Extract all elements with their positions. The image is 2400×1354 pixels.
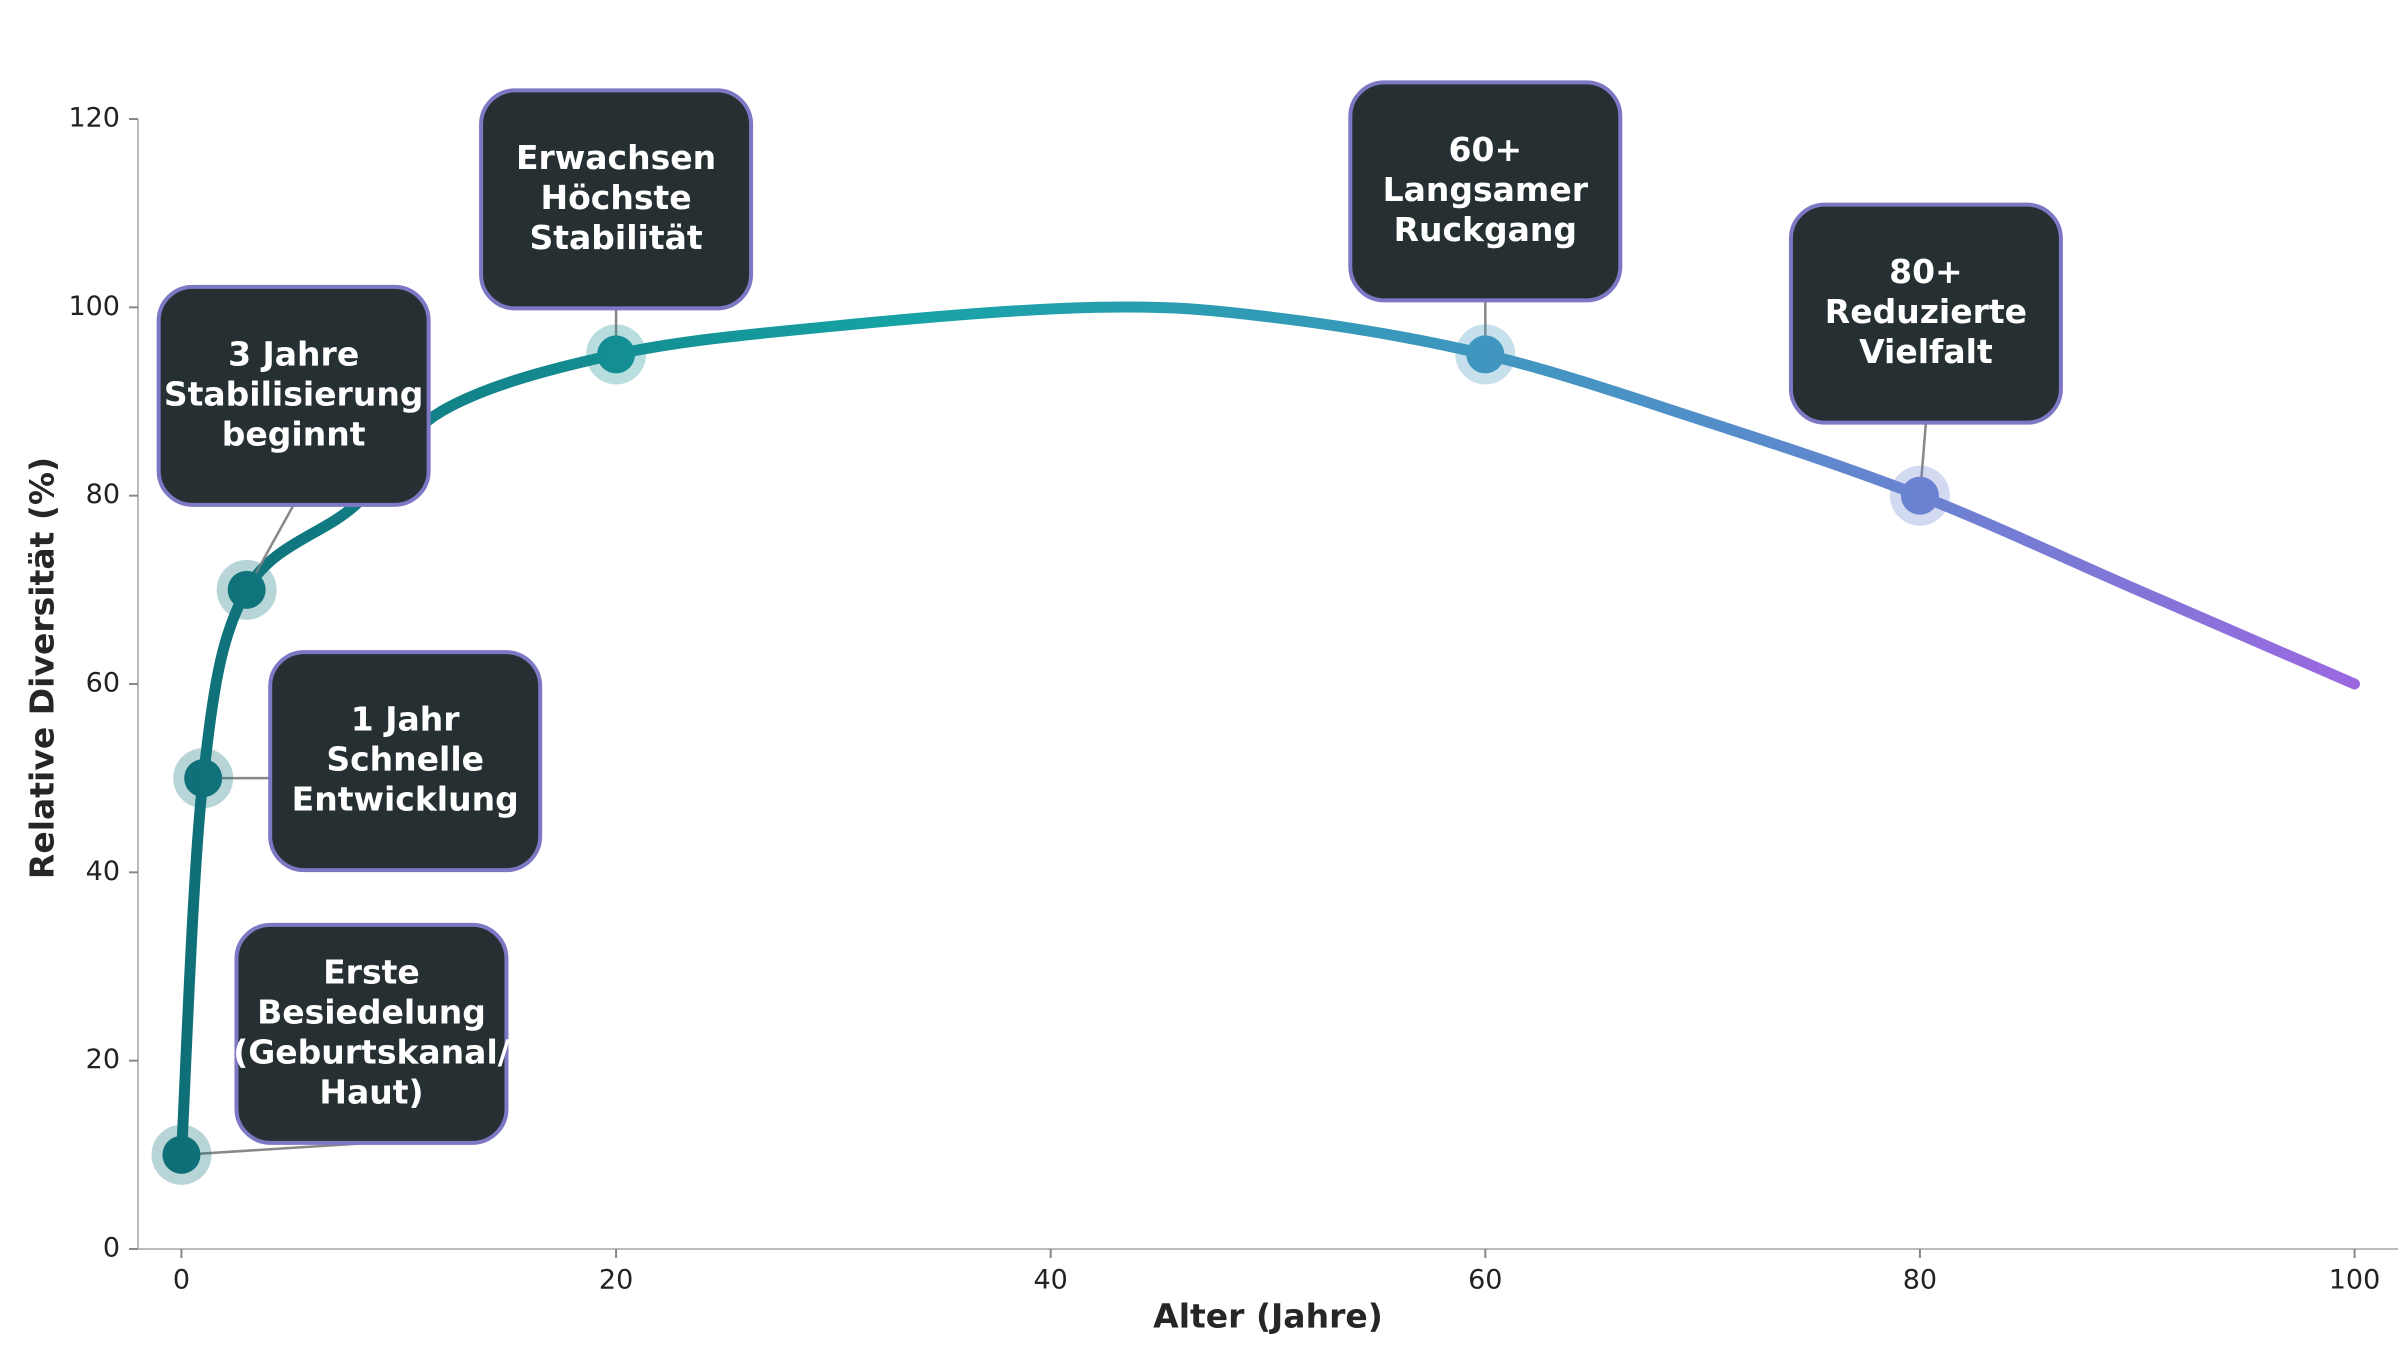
annotation-box [1788, 202, 2063, 425]
annotation-text: Besiedelung [257, 992, 486, 1031]
annotation-text: Entwicklung [292, 780, 519, 819]
marker [162, 1135, 201, 1174]
annotation-box [156, 284, 431, 507]
y-tick-label: 0 [103, 1233, 120, 1264]
marker [1900, 476, 1939, 515]
y-tick-label: 60 [86, 668, 120, 699]
annotation-box [234, 922, 509, 1145]
annotation-text: Haut) [319, 1072, 423, 1111]
marker [227, 570, 266, 609]
annotation-text: Stabilität [529, 218, 702, 257]
x-tick-label: 20 [599, 1265, 633, 1296]
x-tick-label: 60 [1468, 1265, 1502, 1296]
annotation-text: 1 Jahr [351, 700, 460, 739]
x-tick-label: 0 [173, 1265, 190, 1296]
annotation-text: Vielfalt [1859, 332, 1993, 371]
x-tick-label: 100 [2329, 1265, 2381, 1296]
annotation-text: Höchste [540, 178, 691, 217]
annotation-text: beginnt [222, 414, 366, 453]
annotation-text: Reduzierte [1825, 292, 2027, 331]
x-axis-label: Alter (Jahre) [1153, 1297, 1383, 1336]
annotation-text: Erste [323, 952, 420, 991]
annotation-text: Langsamer [1383, 170, 1589, 209]
annotation-text: Ruckgang [1394, 210, 1577, 249]
marker [597, 335, 636, 374]
annotation-text: Erwachsen [516, 138, 716, 177]
annotation-box [1348, 80, 1623, 303]
connector [181, 1141, 372, 1157]
annotation-box [479, 88, 754, 311]
annotation-text: 80+ [1889, 252, 1963, 291]
annotation-box [268, 650, 543, 873]
annotation-text: Stabilisierung [164, 374, 424, 413]
annotation-text: (Geburtskanal/ [233, 1032, 511, 1071]
x-tick-label: 40 [1034, 1265, 1068, 1296]
marker [1466, 335, 1505, 374]
y-tick-label: 40 [86, 856, 120, 887]
marker [184, 759, 223, 798]
x-tick-label: 80 [1903, 1265, 1937, 1296]
y-tick-label: 80 [86, 479, 120, 510]
annotation-text: 3 Jahre [228, 334, 359, 373]
y-tick-label: 100 [68, 291, 120, 322]
annotation-text: 60+ [1449, 130, 1523, 169]
y-tick-label: 20 [86, 1044, 120, 1075]
y-tick-label: 120 [68, 103, 120, 134]
y-axis-label: Relative Diversität (%) [23, 457, 62, 879]
annotation-text: Schnelle [326, 740, 484, 779]
